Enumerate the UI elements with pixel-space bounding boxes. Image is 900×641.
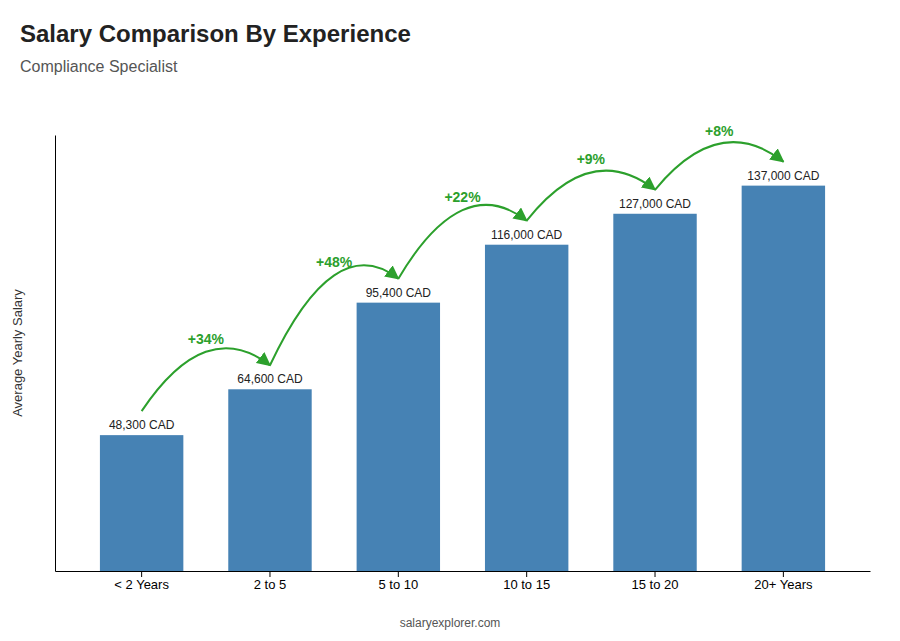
change-label: +8%: [705, 123, 734, 139]
change-arrow: [398, 205, 526, 279]
data-label: 116,000 CAD: [491, 228, 562, 242]
bar: [228, 389, 311, 571]
x-tick-label: < 2 Years: [114, 577, 169, 592]
chart-container: Salary Comparison By Experience Complianc…: [0, 0, 900, 641]
y-axis: [55, 136, 56, 572]
x-tick-mark: [655, 571, 656, 577]
bar: [613, 214, 696, 571]
x-tick: 5 to 10: [378, 571, 418, 592]
change-annotations: +34% +48% +22% +9% +8%: [142, 123, 784, 411]
change-label: +48%: [316, 254, 353, 270]
x-tick-label: 2 to 5: [254, 577, 287, 592]
x-tick: 10 to 15: [503, 571, 550, 592]
x-tick-mark: [269, 571, 270, 577]
change-label: +22%: [444, 189, 481, 205]
x-tick-mark: [141, 571, 142, 577]
change-arrow: [270, 265, 398, 365]
bar: [100, 435, 183, 571]
change-arrow: [655, 142, 783, 190]
x-axis: < 2 Years 2 to 5 5 to 10 10 to 15 15 to 20 20…: [56, 571, 871, 592]
x-tick: < 2 Years: [114, 571, 169, 592]
footer: salaryexplorer.com: [400, 616, 501, 630]
bars: [100, 186, 825, 571]
data-label: 137,000 CAD: [747, 169, 819, 183]
bar: [742, 186, 825, 571]
x-tick-mark: [398, 571, 399, 577]
x-tick-label: 20+ Years: [754, 577, 813, 592]
subtitle: Compliance Specialist: [20, 58, 178, 75]
x-tick: 2 to 5: [254, 571, 287, 592]
data-label: 95,400 CAD: [366, 286, 432, 300]
change-arrow: [527, 171, 655, 221]
x-tick-mark: [783, 571, 784, 577]
y-axis-line: [55, 136, 56, 572]
y-axis-title: Average Yearly Salary: [10, 289, 25, 417]
change-label: +34%: [188, 331, 225, 347]
x-tick: 20+ Years: [754, 571, 813, 592]
title: Salary Comparison By Experience: [20, 20, 411, 47]
chart-svg: Salary Comparison By Experience Complianc…: [0, 0, 900, 641]
data-label: 127,000 CAD: [619, 197, 691, 211]
x-axis-line: [56, 571, 871, 572]
bar: [485, 245, 568, 571]
change-arrow: [142, 348, 270, 411]
data-label: 64,600 CAD: [237, 372, 303, 386]
change-label: +9%: [577, 151, 606, 167]
x-tick-label: 10 to 15: [503, 577, 550, 592]
x-tick: 15 to 20: [632, 571, 679, 592]
data-label: 48,300 CAD: [109, 418, 175, 432]
bar: [357, 303, 440, 571]
x-tick-label: 5 to 10: [378, 577, 418, 592]
data-labels: 48,300 CAD 64,600 CAD 95,400 CAD 116,000 CA…: [109, 169, 820, 433]
x-tick-mark: [526, 571, 527, 577]
x-tick-label: 15 to 20: [632, 577, 679, 592]
